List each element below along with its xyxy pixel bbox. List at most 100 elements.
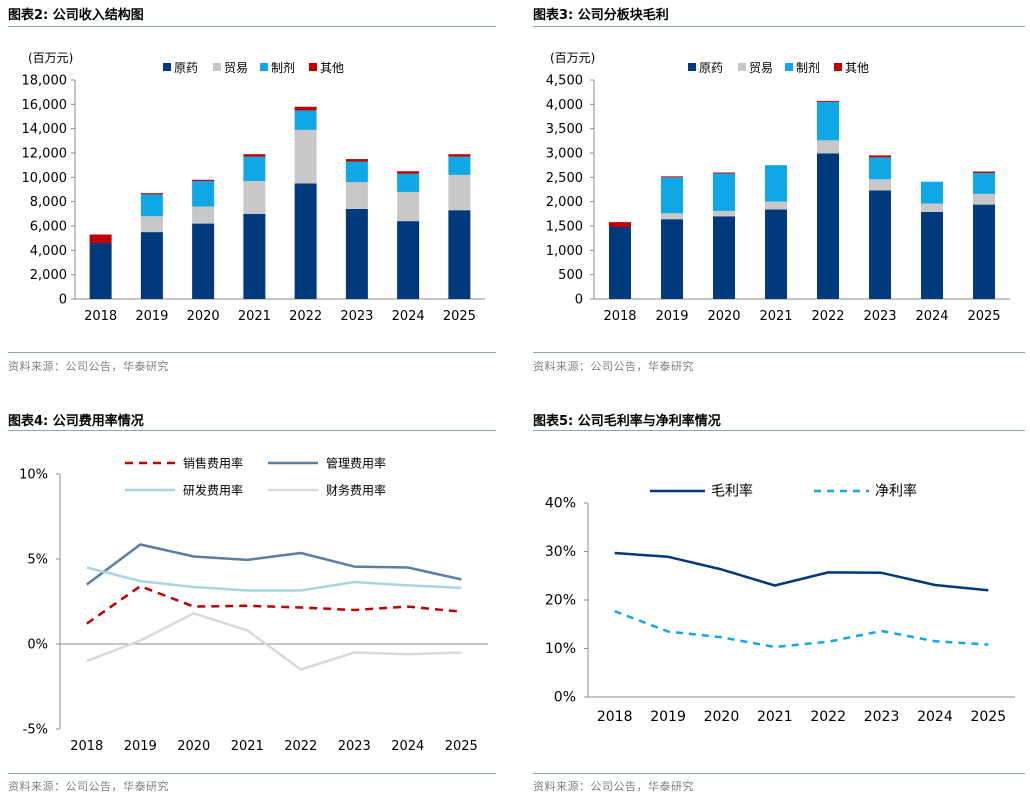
bar-segment (243, 213, 266, 299)
bar-segment (89, 234, 112, 244)
bar-segment (243, 180, 266, 214)
bar-segment (294, 129, 317, 184)
y-tick-label: 4,500 (546, 74, 583, 89)
legend-label: 制剂 (796, 60, 820, 75)
legend-label: 原药 (174, 61, 198, 75)
source-rule (533, 773, 1025, 774)
bar-segment (140, 194, 163, 217)
source-rule (8, 352, 496, 353)
bar-segment (192, 180, 215, 207)
panel-title-revenue: 图表2: 公司收入结构图 (8, 8, 144, 23)
bar-segment (140, 193, 163, 195)
bar-segment (192, 223, 215, 299)
x-tick-label: 2018 (603, 309, 636, 324)
series-line (86, 566, 462, 592)
y-tick-label: 3,000 (546, 147, 583, 162)
bar-segment (192, 206, 215, 224)
bar-segment (397, 221, 420, 299)
bar-segment (713, 210, 735, 217)
y-tick-label: 30% (545, 544, 576, 560)
bar-segment (973, 204, 995, 299)
y-tick-label: 500 (558, 268, 583, 283)
bar-segment (243, 154, 266, 157)
bar-segment (609, 226, 631, 299)
x-tick-label: 2025 (443, 309, 476, 324)
legend-label: 财务费用率 (326, 483, 386, 498)
bar-segment (448, 174, 471, 211)
series-line (86, 612, 462, 671)
panel-title-expense-ratio: 图表4: 公司费用率情况 (8, 414, 144, 429)
unit-label: (百万元) (28, 51, 73, 65)
x-tick-label: 2025 (445, 739, 478, 754)
y-tick-label: 18,000 (22, 74, 68, 89)
x-tick-label: 2018 (84, 309, 117, 324)
bar-segment (294, 110, 317, 130)
bar-segment (817, 153, 839, 299)
x-tick-label: 2022 (284, 739, 317, 754)
bar-segment (345, 159, 368, 162)
legend-label: 其他 (845, 61, 869, 75)
x-tick-label: 2019 (124, 739, 157, 754)
bar-segment (448, 210, 471, 299)
bar-segment (765, 165, 787, 202)
bar-segment (397, 191, 420, 222)
y-tick-label: 4,000 (546, 98, 583, 113)
y-tick-label: 10% (545, 641, 576, 657)
x-tick-label: 2021 (231, 739, 264, 754)
unit-label: (百万元) (550, 51, 595, 65)
source-note: 资料来源：公司公告，华泰研究 (533, 780, 694, 793)
x-tick-label: 2024 (915, 309, 948, 324)
bar-segment (397, 171, 420, 174)
legend-swatch (785, 63, 793, 71)
bar-segment (345, 161, 368, 183)
y-tick-label: 2,000 (30, 268, 67, 283)
legend-swatch (309, 63, 317, 71)
bar-segment (345, 208, 368, 299)
title-rule (8, 430, 496, 431)
bar-segment (869, 179, 891, 191)
x-tick-label: 2019 (650, 709, 686, 725)
y-tick-label: 1,500 (546, 220, 583, 235)
x-tick-label: 2023 (863, 309, 896, 324)
bar-segment (765, 201, 787, 210)
legend-label: 制剂 (271, 60, 295, 75)
source-note: 资料来源：公司公告，华泰研究 (533, 360, 694, 373)
y-tick-label: -5% (23, 723, 48, 738)
bar-segment (921, 181, 943, 204)
bar-segment (921, 203, 943, 212)
y-tick-label: 10% (19, 468, 48, 483)
bar-segment (192, 179, 215, 181)
x-tick-label: 2022 (810, 709, 846, 725)
bar-segment (869, 190, 891, 299)
x-tick-label: 2022 (811, 309, 844, 324)
y-tick-label: 10,000 (22, 171, 68, 186)
legend-swatch (834, 63, 842, 71)
title-rule (533, 26, 1025, 27)
legend-label: 净利率 (875, 483, 917, 500)
bar-segment (609, 222, 631, 227)
y-tick-label: 1,000 (546, 244, 583, 259)
x-tick-label: 2018 (597, 709, 633, 725)
legend-label: 贸易 (749, 61, 773, 75)
bar-segment (765, 209, 787, 299)
y-tick-label: 12,000 (22, 147, 68, 162)
x-tick-label: 2023 (340, 309, 373, 324)
y-tick-label: 0 (575, 293, 583, 308)
source-rule (8, 773, 496, 774)
x-tick-label: 2023 (864, 709, 900, 725)
bar-segment (294, 106, 317, 111)
x-tick-label: 2019 (135, 309, 168, 324)
bar-segment (973, 172, 995, 194)
legend-swatch (688, 63, 696, 71)
legend-label: 其他 (320, 61, 344, 75)
y-tick-label: 6,000 (30, 220, 67, 235)
legend-swatch (260, 63, 268, 71)
x-tick-label: 2020 (704, 709, 740, 725)
bar-segment (973, 193, 995, 205)
bar-segment (869, 157, 891, 180)
legend-label: 管理费用率 (326, 456, 386, 471)
y-tick-label: 14,000 (22, 122, 68, 137)
